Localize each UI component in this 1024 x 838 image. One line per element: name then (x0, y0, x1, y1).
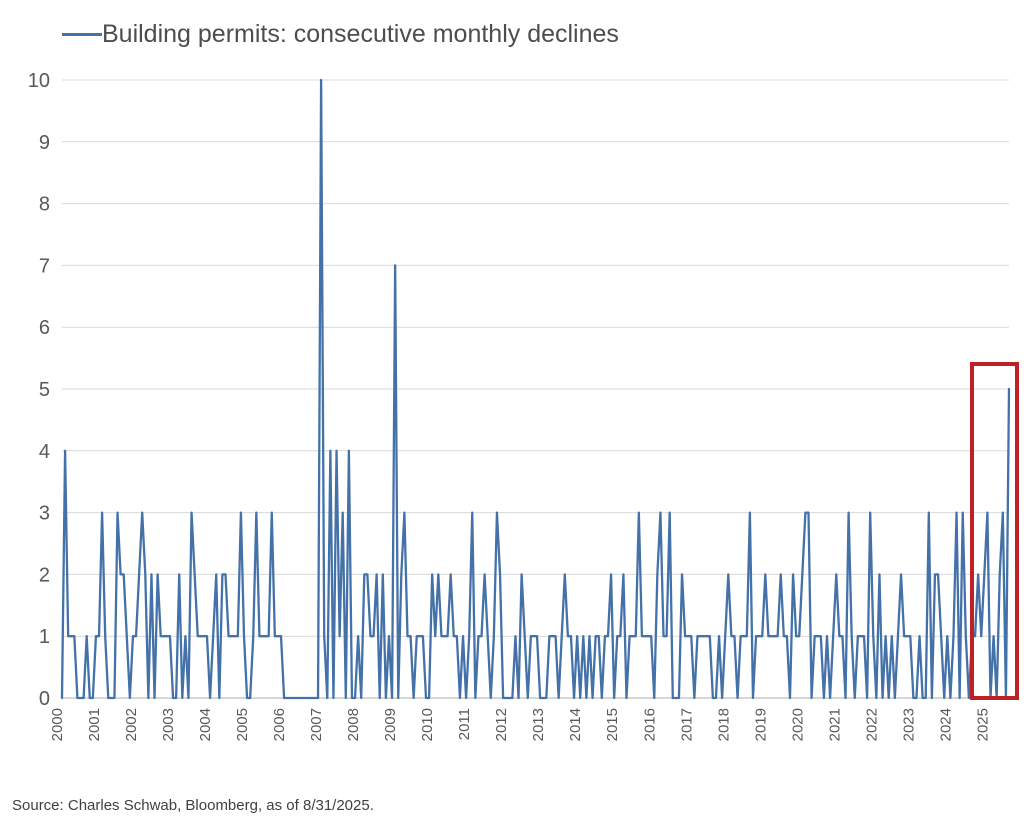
svg-text:2020: 2020 (789, 708, 806, 741)
svg-text:0: 0 (39, 688, 50, 710)
svg-text:2006: 2006 (271, 708, 288, 741)
svg-text:9: 9 (39, 132, 50, 154)
svg-text:4: 4 (39, 441, 50, 463)
svg-text:2005: 2005 (234, 708, 251, 741)
svg-text:6: 6 (39, 317, 50, 339)
svg-text:2007: 2007 (308, 708, 325, 741)
svg-text:2025: 2025 (974, 708, 991, 741)
svg-text:2003: 2003 (160, 708, 177, 741)
svg-text:2017: 2017 (678, 708, 695, 741)
svg-text:2001: 2001 (86, 708, 103, 741)
svg-text:2010: 2010 (419, 708, 436, 741)
svg-text:2023: 2023 (900, 708, 917, 741)
svg-text:2013: 2013 (530, 708, 547, 741)
svg-text:2011: 2011 (456, 708, 473, 740)
svg-text:2018: 2018 (715, 708, 732, 741)
svg-text:2022: 2022 (863, 708, 880, 741)
svg-text:10: 10 (28, 70, 50, 92)
svg-text:3: 3 (39, 503, 50, 525)
svg-text:2016: 2016 (641, 708, 658, 741)
svg-text:1: 1 (39, 626, 50, 648)
svg-text:2000: 2000 (49, 708, 66, 741)
svg-text:2021: 2021 (826, 708, 843, 741)
svg-text:5: 5 (39, 379, 50, 401)
svg-text:7: 7 (39, 255, 50, 277)
svg-text:2019: 2019 (752, 708, 769, 741)
svg-text:2014: 2014 (567, 708, 584, 741)
svg-text:2008: 2008 (345, 708, 362, 741)
svg-text:2: 2 (39, 564, 50, 586)
svg-text:2015: 2015 (604, 708, 621, 741)
svg-text:2012: 2012 (493, 708, 510, 741)
svg-text:2009: 2009 (382, 708, 399, 741)
svg-text:2024: 2024 (937, 708, 954, 741)
svg-text:8: 8 (39, 194, 50, 216)
svg-text:2004: 2004 (197, 708, 214, 741)
svg-text:2002: 2002 (123, 708, 140, 741)
